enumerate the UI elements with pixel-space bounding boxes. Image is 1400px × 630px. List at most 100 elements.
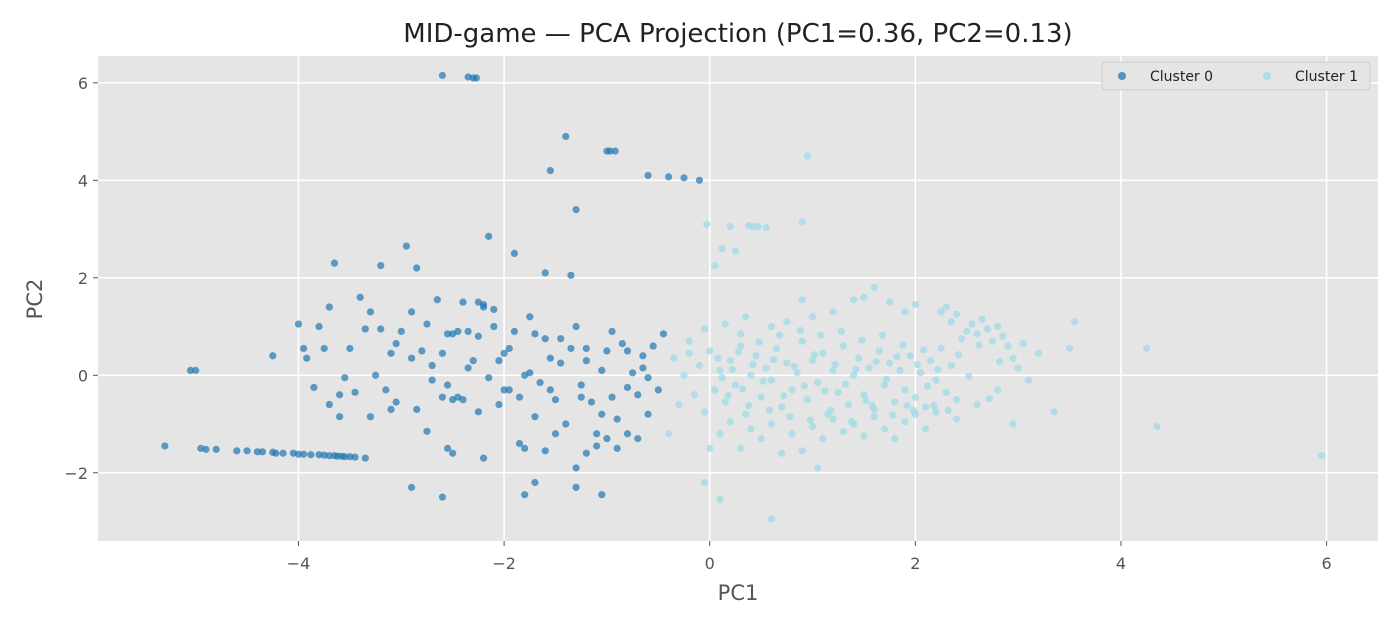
data-point [726, 223, 734, 231]
data-point [407, 483, 416, 491]
series-0 [161, 71, 704, 501]
data-point [593, 442, 601, 450]
data-point [711, 261, 719, 270]
data-point [988, 337, 997, 345]
data-point [531, 330, 539, 338]
data-point [531, 478, 539, 487]
data-point [700, 325, 709, 333]
data-point [361, 454, 369, 462]
data-point [700, 478, 709, 487]
data-point [790, 362, 798, 371]
legend-box [1101, 61, 1371, 91]
data-point [880, 425, 889, 433]
data-point [307, 451, 315, 459]
data-point [731, 381, 740, 389]
data-point [798, 218, 806, 226]
data-point [423, 427, 431, 435]
data-point [878, 331, 887, 339]
data-point [325, 452, 333, 460]
data-point [796, 326, 804, 335]
data-point [336, 413, 344, 421]
plot-area [98, 56, 1378, 541]
data-point [937, 308, 945, 316]
data-point [852, 365, 860, 374]
data-point [808, 357, 817, 365]
data-point [755, 338, 763, 346]
data-point [716, 495, 724, 504]
data-point [749, 223, 757, 231]
data-point [428, 361, 436, 370]
data-point [443, 381, 452, 389]
data-point [742, 410, 750, 418]
data-point [623, 347, 632, 355]
data-point [531, 413, 539, 421]
data-point [603, 347, 611, 355]
data-point [593, 430, 601, 438]
data-point [913, 360, 922, 369]
data-point [1143, 344, 1151, 353]
data-point [659, 330, 668, 338]
data-point [356, 293, 364, 301]
data-point [202, 445, 210, 453]
data-point [551, 396, 560, 404]
data-point [510, 249, 518, 258]
data-point [618, 339, 626, 348]
data-point [778, 403, 786, 411]
data-point [644, 374, 652, 382]
data-point [413, 405, 421, 413]
data-point [639, 352, 647, 360]
y-tick-label: 2 [78, 269, 88, 288]
data-point [562, 420, 570, 428]
data-point [392, 398, 400, 406]
data-point [747, 371, 755, 379]
data-point [546, 166, 554, 175]
data-point [634, 435, 642, 443]
data-point [937, 344, 945, 353]
data-point [754, 223, 762, 231]
data-point [749, 360, 757, 369]
data-point [831, 360, 839, 369]
data-point [927, 357, 935, 365]
data-point [975, 341, 983, 349]
data-point [526, 369, 534, 377]
data-point [947, 318, 955, 326]
data-point [1153, 422, 1161, 431]
data-point [341, 453, 349, 461]
data-point [310, 383, 318, 392]
data-point [279, 449, 287, 457]
x-tick-label: 6 [1322, 554, 1332, 573]
data-point [952, 396, 961, 404]
data-point [706, 347, 714, 355]
data-point [521, 444, 529, 452]
data-point [587, 398, 596, 406]
data-point [800, 382, 808, 390]
data-point [814, 464, 822, 472]
data-point [500, 349, 508, 357]
data-point [803, 152, 811, 160]
data-point [685, 349, 693, 357]
data-point [613, 415, 621, 423]
data-point [932, 376, 940, 384]
data-point [1071, 318, 1079, 326]
data-point [644, 410, 652, 418]
data-point [765, 406, 773, 414]
data-point [882, 375, 891, 383]
data-point [848, 417, 856, 426]
data-point [806, 416, 815, 424]
data-point [736, 342, 745, 350]
x-tick-label: 0 [705, 554, 715, 573]
data-point [606, 147, 614, 155]
data-point [1050, 408, 1058, 416]
data-point [608, 393, 616, 401]
data-point [557, 335, 565, 343]
data-point [880, 381, 889, 389]
data-point [999, 332, 1007, 340]
data-point [762, 364, 770, 372]
data-point [505, 386, 513, 394]
y-axis-label: PC2 [23, 279, 47, 320]
data-point [243, 447, 251, 455]
data-point [911, 393, 919, 401]
data-point [829, 415, 837, 423]
data-point [808, 422, 817, 431]
data-point [886, 359, 894, 367]
